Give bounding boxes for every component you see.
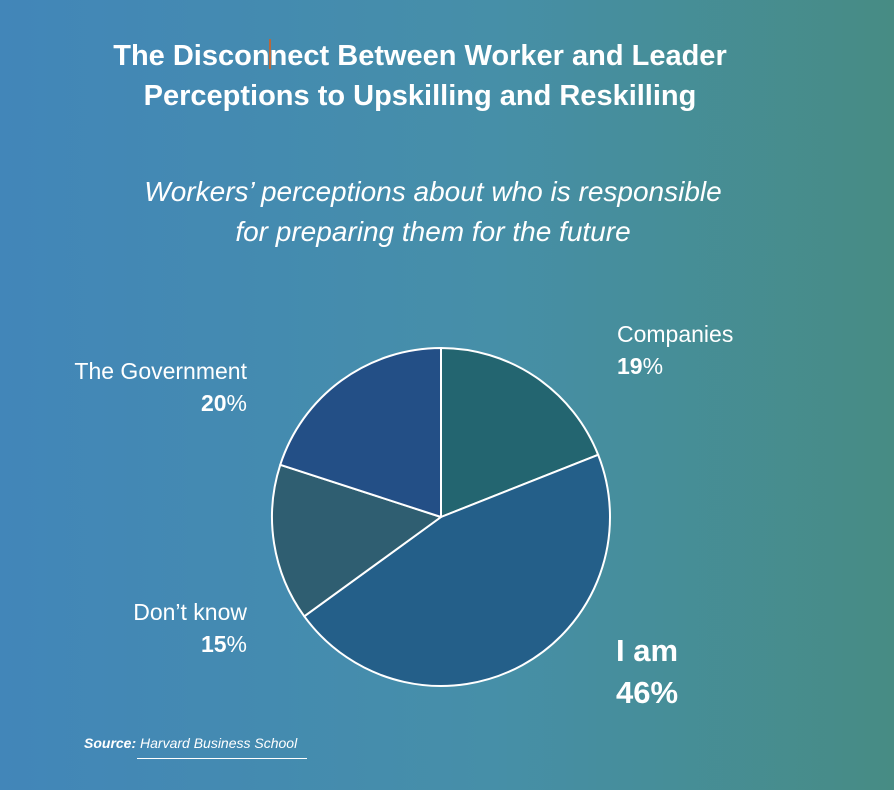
pie-slice-dont-know — [271, 463, 442, 618]
chart-subtitle: Workers’ perceptions about who is respon… — [0, 172, 866, 252]
slice-label-government-name: The Government — [74, 358, 247, 384]
text-cursor — [268, 39, 271, 69]
pie-slice-companies — [440, 347, 600, 518]
slice-label-dont-know-unit: % — [226, 631, 247, 657]
pie-slice-government — [279, 347, 442, 518]
source-name: Harvard Business School — [140, 735, 298, 751]
chart-subtitle-line-2: for preparing them for the future — [235, 216, 631, 247]
slice-label-i-am: I am 46% — [616, 630, 678, 714]
chart-title-line-1: The Disconnect Between Worker and Leader — [0, 36, 840, 76]
slice-label-i-am-value: 46 — [616, 675, 651, 710]
slice-label-companies-unit: % — [642, 353, 664, 379]
chart-title-line-1-end: nect Between Worker and Leader — [269, 40, 727, 72]
chart-title: The Disconnect Between Worker and Leader… — [0, 36, 840, 116]
source-underline — [137, 758, 307, 759]
slice-label-companies-name: Companies — [617, 321, 734, 347]
slice-label-i-am-name: I am — [616, 633, 679, 668]
slice-label-dont-know-name: Don’t know — [133, 599, 247, 625]
pie-slice-i-am — [303, 453, 611, 687]
slice-label-dont-know: Don’t know 15% — [133, 596, 247, 660]
slice-label-dont-know-value: 15 — [200, 631, 227, 657]
slice-label-government-unit: % — [226, 390, 247, 416]
slice-label-i-am-unit: % — [650, 675, 679, 710]
chart-title-line-1-start: The Discon — [113, 40, 270, 72]
source-note: Source: Harvard Business School — [84, 735, 297, 751]
slice-label-government-value: 20 — [200, 390, 227, 416]
chart-subtitle-line-1: Workers’ perceptions about who is respon… — [144, 176, 722, 207]
chart-title-line-2: Perceptions to Upskilling and Reskilling — [143, 80, 697, 112]
slice-label-companies-value: 19 — [617, 353, 643, 379]
slice-label-companies: Companies 19% — [617, 318, 733, 382]
source-label: Source: — [84, 735, 137, 751]
slice-label-government: The Government 20% — [74, 355, 247, 419]
